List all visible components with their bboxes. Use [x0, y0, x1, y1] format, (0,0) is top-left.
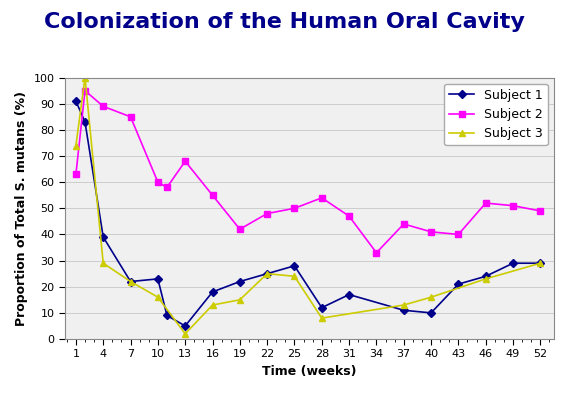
Legend: Subject 1, Subject 2, Subject 3: Subject 1, Subject 2, Subject 3 — [444, 84, 548, 145]
Subject 2 — [154, 180, 161, 185]
Subject 1 — [455, 282, 462, 286]
Subject 3 — [291, 274, 298, 279]
Subject 1 — [209, 290, 216, 294]
Subject 2 — [428, 230, 435, 234]
Subject 1 — [483, 274, 489, 279]
Subject 3 — [483, 277, 489, 281]
Subject 2 — [263, 211, 270, 216]
Subject 2 — [72, 172, 79, 177]
Subject 1 — [236, 279, 243, 284]
X-axis label: Time (weeks): Time (weeks) — [262, 365, 357, 378]
Subject 2 — [163, 185, 170, 190]
Subject 2 — [401, 222, 407, 226]
Subject 3 — [401, 303, 407, 307]
Subject 1 — [537, 261, 544, 266]
Subject 3 — [72, 143, 79, 148]
Subject 1 — [127, 279, 134, 284]
Subject 2 — [182, 159, 188, 163]
Subject 3 — [537, 261, 544, 266]
Subject 2 — [81, 88, 88, 93]
Line: Subject 3: Subject 3 — [72, 74, 544, 337]
Subject 1 — [291, 263, 298, 268]
Subject 1 — [510, 261, 517, 266]
Subject 3 — [81, 75, 88, 80]
Subject 2 — [537, 209, 544, 213]
Subject 2 — [319, 195, 325, 200]
Line: Subject 2: Subject 2 — [73, 88, 543, 255]
Subject 2 — [373, 250, 380, 255]
Subject 3 — [236, 298, 243, 302]
Subject 2 — [346, 214, 353, 219]
Subject 3 — [154, 295, 161, 299]
Subject 3 — [209, 303, 216, 307]
Subject 3 — [182, 331, 188, 336]
Subject 1 — [81, 119, 88, 124]
Subject 1 — [319, 305, 325, 310]
Subject 2 — [127, 114, 134, 119]
Subject 1 — [72, 99, 79, 103]
Subject 1 — [263, 271, 270, 276]
Subject 2 — [209, 193, 216, 198]
Subject 2 — [100, 104, 106, 109]
Subject 2 — [455, 232, 462, 237]
Subject 3 — [263, 271, 270, 276]
Subject 1 — [428, 310, 435, 315]
Subject 1 — [346, 292, 353, 297]
Subject 1 — [182, 323, 188, 328]
Subject 3 — [100, 261, 106, 266]
Subject 1 — [401, 308, 407, 312]
Subject 3 — [319, 316, 325, 320]
Subject 3 — [127, 279, 134, 284]
Subject 2 — [483, 201, 489, 206]
Subject 3 — [428, 295, 435, 299]
Subject 1 — [100, 235, 106, 239]
Y-axis label: Proportion of Total S. mutans (%): Proportion of Total S. mutans (%) — [15, 91, 28, 326]
Subject 2 — [510, 203, 517, 208]
Line: Subject 1: Subject 1 — [73, 98, 543, 329]
Subject 2 — [291, 206, 298, 211]
Subject 1 — [163, 313, 170, 318]
Subject 1 — [154, 277, 161, 281]
Text: Colonization of the Human Oral Cavity: Colonization of the Human Oral Cavity — [44, 12, 525, 32]
Subject 2 — [236, 227, 243, 231]
